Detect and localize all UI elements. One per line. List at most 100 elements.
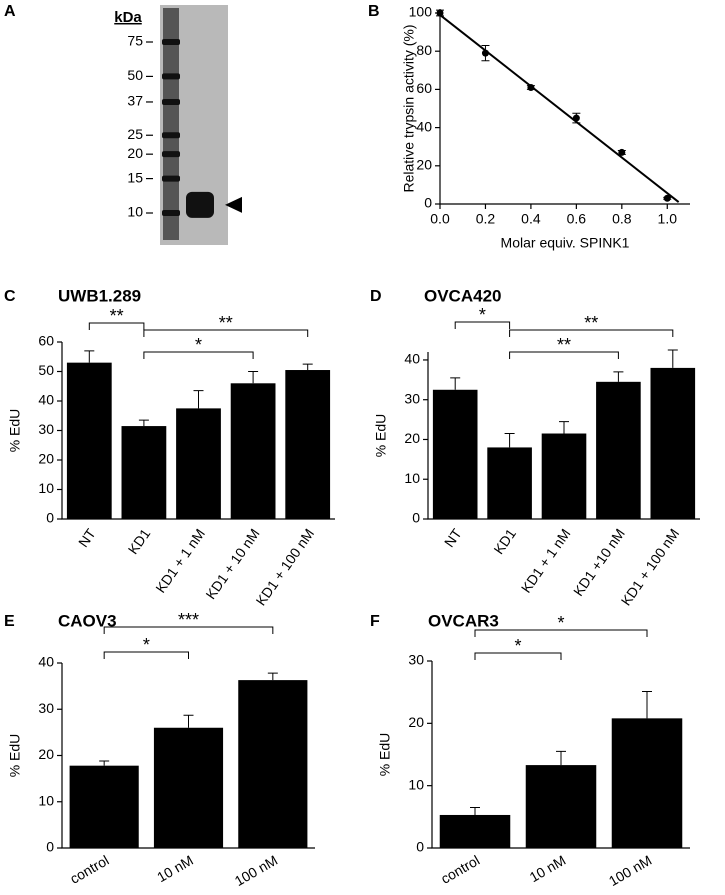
ladder-band bbox=[162, 175, 180, 182]
data-point bbox=[481, 49, 489, 57]
y-tick-label: 20 bbox=[127, 145, 143, 161]
error-bar bbox=[193, 390, 204, 409]
significance-label: * bbox=[514, 636, 521, 656]
error-bar bbox=[99, 760, 110, 766]
bar bbox=[541, 433, 587, 519]
error-bar bbox=[302, 363, 313, 371]
panel-label: B bbox=[368, 3, 380, 20]
x-tick-label: control bbox=[67, 852, 111, 887]
bar bbox=[69, 765, 139, 848]
error-bar bbox=[504, 433, 515, 448]
y-tick-label: 100 bbox=[409, 4, 433, 20]
ladder-band bbox=[162, 73, 180, 80]
x-tick-label: 0.6 bbox=[567, 211, 587, 227]
error-bar bbox=[450, 377, 461, 390]
panel-label: C bbox=[4, 288, 16, 305]
y-tick-label: 40 bbox=[416, 118, 432, 134]
protein-band bbox=[186, 191, 214, 218]
data-point bbox=[663, 194, 671, 202]
y-tick-label: 37 bbox=[127, 93, 143, 109]
significance-bracket bbox=[103, 651, 189, 659]
bar bbox=[487, 447, 532, 519]
y-tick-label: 10 bbox=[38, 480, 54, 496]
y-tick-label: 40 bbox=[38, 392, 54, 408]
y-axis-label: % EdU bbox=[377, 733, 393, 777]
bar bbox=[121, 426, 167, 519]
chart-title: OVCAR3 bbox=[428, 611, 499, 630]
x-tick-label: 0.0 bbox=[430, 211, 450, 227]
significance-bracket bbox=[143, 329, 309, 337]
bar bbox=[611, 718, 683, 848]
y-tick-label: 30 bbox=[408, 652, 424, 668]
x-tick-label: KD1 + 1 nM bbox=[152, 526, 208, 596]
x-tick-label: 10 nM bbox=[154, 852, 196, 885]
error-bar bbox=[267, 672, 278, 681]
significance-bracket bbox=[103, 626, 274, 634]
axes bbox=[439, 9, 690, 205]
error-bar bbox=[183, 714, 194, 728]
y-tick-label: 0 bbox=[424, 195, 432, 211]
significance-bracket bbox=[143, 351, 254, 359]
bar bbox=[285, 370, 331, 519]
error-bar bbox=[642, 691, 652, 719]
error-bar bbox=[613, 371, 624, 382]
significance-bracket bbox=[474, 629, 648, 637]
x-tick-label: NT bbox=[441, 525, 465, 550]
arrowhead bbox=[225, 196, 242, 213]
x-tick-label: control bbox=[438, 852, 482, 887]
significance-label: ** bbox=[557, 335, 571, 355]
y-axis-label: % EdU bbox=[7, 409, 23, 453]
bar bbox=[439, 814, 511, 848]
ladder-band bbox=[162, 39, 180, 45]
x-tick-label: 0.4 bbox=[521, 211, 541, 227]
panel-label: F bbox=[370, 613, 380, 630]
bar bbox=[66, 362, 112, 519]
data-point bbox=[572, 114, 580, 122]
x-tick-label: KD1 + 10 nM bbox=[202, 526, 262, 602]
y-tick-label: 0 bbox=[416, 839, 424, 855]
x-tick-label: NT bbox=[75, 525, 99, 550]
y-axis-label: Relative trypsin activity (%) bbox=[401, 24, 417, 192]
significance-label: ** bbox=[584, 313, 598, 333]
y-tick-label: 60 bbox=[38, 333, 54, 349]
significance-bracket bbox=[509, 351, 619, 359]
ladder-band bbox=[162, 210, 180, 216]
x-tick-label: KD1 +10 nM bbox=[570, 526, 628, 599]
error-bar bbox=[559, 421, 569, 434]
bar bbox=[153, 727, 224, 848]
x-axis-label: Molar equiv. SPINK1 bbox=[501, 235, 630, 251]
y-tick-label: 10 bbox=[404, 470, 420, 486]
unit-label: kDa bbox=[114, 9, 142, 26]
chart-title: OVCA420 bbox=[424, 286, 501, 305]
data-point bbox=[618, 148, 626, 156]
ladder-band bbox=[162, 151, 180, 158]
y-tick-label: 10 bbox=[38, 792, 54, 808]
y-tick-label: 0 bbox=[46, 510, 54, 526]
y-tick-label: 0 bbox=[412, 510, 420, 526]
chart-title: UWB1.289 bbox=[58, 286, 141, 305]
y-axis-label: % EdU bbox=[373, 414, 389, 458]
x-tick-label: KD1 bbox=[125, 525, 154, 557]
y-tick-label: 30 bbox=[38, 700, 54, 716]
panel-label: A bbox=[4, 3, 16, 20]
y-tick-label: 10 bbox=[408, 776, 424, 792]
x-tick-label: KD1 + 100 nM bbox=[253, 526, 318, 609]
x-tick-label: 10 nM bbox=[527, 852, 569, 885]
error-bar bbox=[248, 371, 259, 384]
y-tick-label: 60 bbox=[416, 80, 432, 96]
error-bar bbox=[138, 419, 149, 427]
significance-label: * bbox=[195, 335, 202, 355]
significance-bracket bbox=[509, 329, 674, 337]
panel-label: E bbox=[4, 613, 15, 630]
bar bbox=[650, 367, 696, 519]
error-bar bbox=[556, 750, 566, 766]
x-tick-label: 0.8 bbox=[612, 211, 632, 227]
significance-label: * bbox=[143, 635, 150, 655]
chart-title: CAOV3 bbox=[58, 611, 117, 630]
y-tick-label: 20 bbox=[408, 714, 424, 730]
data-point bbox=[436, 9, 444, 17]
bar bbox=[432, 389, 478, 519]
y-tick-label: 20 bbox=[404, 430, 420, 446]
y-tick-label: 20 bbox=[416, 157, 432, 173]
